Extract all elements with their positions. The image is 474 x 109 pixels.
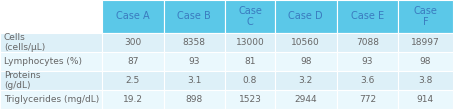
- Bar: [102, 71, 164, 90]
- Bar: [225, 71, 275, 90]
- Bar: [275, 0, 337, 33]
- Text: 3.1: 3.1: [187, 76, 201, 85]
- Bar: [398, 52, 453, 71]
- Bar: [275, 52, 337, 71]
- Text: Proteins
(g/dL): Proteins (g/dL): [4, 71, 40, 90]
- Bar: [164, 90, 225, 109]
- Text: 18997: 18997: [411, 38, 440, 47]
- Text: 1523: 1523: [238, 95, 262, 104]
- Bar: [102, 90, 164, 109]
- Text: 7088: 7088: [356, 38, 379, 47]
- Text: Case E: Case E: [351, 11, 384, 21]
- Text: 81: 81: [244, 57, 256, 66]
- Bar: [0, 90, 102, 109]
- Bar: [337, 52, 398, 71]
- Bar: [275, 33, 337, 52]
- Bar: [398, 0, 453, 33]
- Text: 772: 772: [359, 95, 376, 104]
- Bar: [337, 71, 398, 90]
- Text: Case B: Case B: [177, 11, 211, 21]
- Bar: [164, 71, 225, 90]
- Bar: [225, 90, 275, 109]
- Text: Case
F: Case F: [413, 6, 438, 27]
- Text: 19.2: 19.2: [123, 95, 143, 104]
- Bar: [337, 90, 398, 109]
- Bar: [225, 33, 275, 52]
- Text: 8358: 8358: [183, 38, 206, 47]
- Text: Case D: Case D: [288, 11, 323, 21]
- Bar: [225, 52, 275, 71]
- Text: 3.8: 3.8: [418, 76, 433, 85]
- Text: 3.6: 3.6: [360, 76, 374, 85]
- Text: 898: 898: [186, 95, 203, 104]
- Bar: [102, 52, 164, 71]
- Bar: [0, 71, 102, 90]
- Bar: [398, 90, 453, 109]
- Text: 3.2: 3.2: [299, 76, 313, 85]
- Text: 98: 98: [419, 57, 431, 66]
- Bar: [225, 0, 275, 33]
- Bar: [0, 0, 102, 33]
- Text: 10560: 10560: [292, 38, 320, 47]
- Bar: [337, 0, 398, 33]
- Bar: [0, 52, 102, 71]
- Bar: [164, 33, 225, 52]
- Bar: [164, 0, 225, 33]
- Bar: [337, 33, 398, 52]
- Bar: [0, 33, 102, 52]
- Bar: [164, 52, 225, 71]
- Bar: [398, 71, 453, 90]
- Bar: [102, 33, 164, 52]
- Bar: [102, 0, 164, 33]
- Text: 93: 93: [362, 57, 373, 66]
- Text: Cells
(cells/μL): Cells (cells/μL): [4, 33, 45, 52]
- Text: Triglycerides (mg/dL): Triglycerides (mg/dL): [4, 95, 99, 104]
- Text: 13000: 13000: [236, 38, 264, 47]
- Text: 2944: 2944: [294, 95, 317, 104]
- Text: 2.5: 2.5: [126, 76, 140, 85]
- Text: Case A: Case A: [116, 11, 149, 21]
- Bar: [275, 90, 337, 109]
- Text: 87: 87: [127, 57, 138, 66]
- Text: 914: 914: [417, 95, 434, 104]
- Text: 300: 300: [124, 38, 141, 47]
- Text: 98: 98: [300, 57, 311, 66]
- Text: Case
C: Case C: [238, 6, 262, 27]
- Bar: [275, 71, 337, 90]
- Text: Lymphocytes (%): Lymphocytes (%): [4, 57, 82, 66]
- Text: 93: 93: [189, 57, 200, 66]
- Text: 0.8: 0.8: [243, 76, 257, 85]
- Bar: [398, 33, 453, 52]
